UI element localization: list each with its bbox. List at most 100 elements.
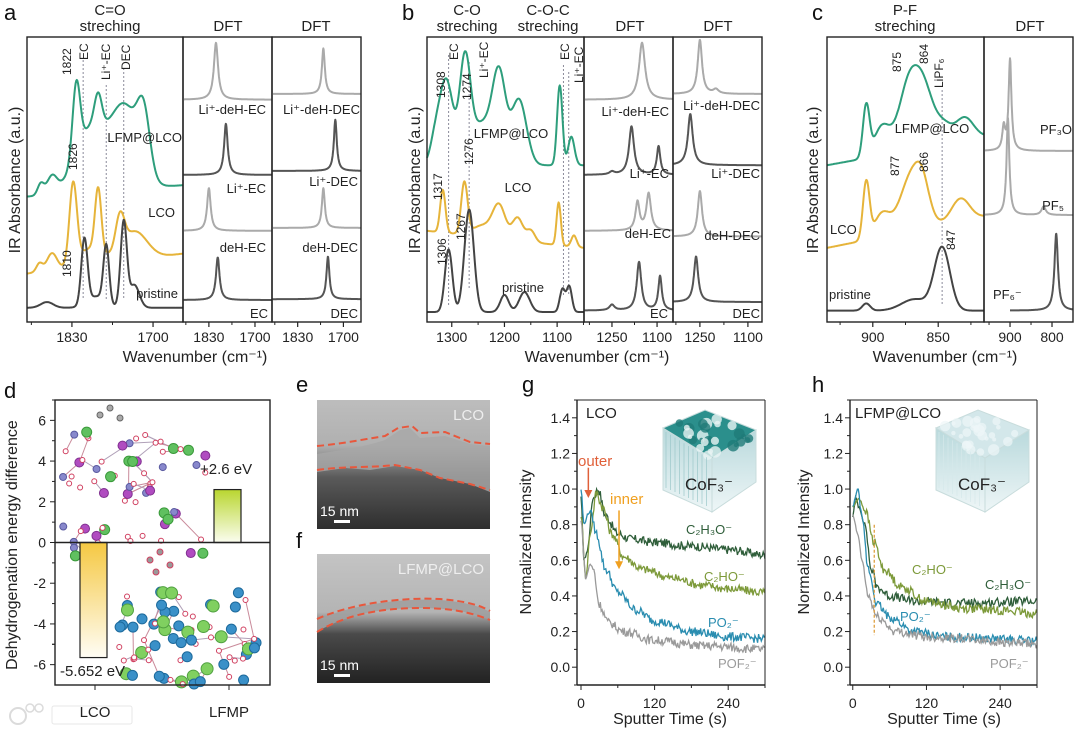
marker-label: LiPF₆	[932, 58, 946, 88]
x-tick-label: 900	[998, 329, 1022, 345]
x-tick-label: 1100	[542, 329, 572, 345]
series-label: DEC	[733, 306, 760, 321]
y-tick-label: 1.4	[551, 410, 571, 426]
y-tick-label: 4	[38, 453, 46, 469]
arrow-head-icon	[615, 561, 624, 570]
x-tick-label: 1250	[684, 329, 715, 345]
x-tick-label: 1830	[56, 329, 87, 345]
marker-label: Li⁺-EC	[572, 46, 586, 83]
depth-profile-line	[580, 489, 766, 597]
y-tick-label: -4	[34, 616, 47, 632]
xlabel-h: Sputter Time (s)	[887, 711, 1001, 728]
bar-lco	[79, 541, 108, 659]
depth-profile-line	[852, 497, 1038, 620]
scale-bar	[334, 520, 350, 523]
inset-label: CoF₃⁻	[958, 475, 1006, 494]
molecular-structure-lco-surface	[59, 404, 211, 562]
spectrum-line	[426, 50, 585, 167]
tem-image-lco: LCO 15 nm	[316, 400, 491, 529]
title-b-line4: streching	[518, 18, 579, 35]
y-tick-label: 0.8	[551, 517, 571, 533]
series-label: PF₃O	[1040, 122, 1072, 137]
y-tick-label: 2	[38, 494, 46, 510]
y-tick-label: 1.2	[551, 445, 571, 461]
marker-label: Li⁺-EC	[477, 41, 491, 78]
series-label: LFMP@LCO	[474, 126, 549, 141]
panel-label-e: e	[296, 372, 308, 397]
spectrum-line	[26, 78, 184, 198]
series-label: Li⁺-EC	[227, 181, 266, 196]
spectrum-line	[826, 245, 985, 312]
spectrum-line	[426, 180, 585, 249]
x-tick-label: 1200	[489, 329, 520, 345]
series-label: PF₅	[1042, 198, 1064, 213]
peak-label: 847	[944, 230, 958, 250]
ylabel-h: Normalized Intensity	[796, 470, 813, 615]
panel-label-f: f	[296, 528, 303, 553]
title-b-line2: streching	[437, 18, 498, 35]
ylabel-a: IR Absorbance (a.u.)	[7, 107, 24, 254]
depth-profile-line	[580, 486, 766, 561]
peak-label: 1274	[460, 73, 474, 100]
xlabel-a: Wavenumber (cm⁻¹)	[123, 349, 268, 366]
spectrum-line	[826, 160, 985, 249]
x-tick-label: 800	[1040, 329, 1064, 345]
spectrum-line	[983, 117, 1074, 216]
series-label: C₂HO⁻	[912, 562, 953, 577]
x-tick-label: 0	[577, 695, 585, 711]
peak-label: 1810	[60, 250, 74, 277]
x-tick-label: 850	[927, 329, 951, 345]
depth-profile-line	[852, 494, 1038, 609]
plot-title-g: LCO	[586, 405, 617, 422]
x-tick-label: 1830	[282, 329, 313, 345]
x-tick-label: 1100	[642, 329, 672, 345]
image-label: LCO	[453, 407, 484, 424]
peak-label: 1308	[434, 71, 448, 98]
series-label: PO₂⁻	[708, 615, 739, 630]
spectrum-line	[1009, 232, 1074, 312]
series-label: EC	[250, 306, 268, 321]
series-label: deH-DEC	[704, 228, 760, 243]
series-label: C₂HO⁻	[704, 569, 745, 584]
spectrum-line	[271, 187, 362, 229]
xtick-label-lfmp: LFMP	[209, 704, 249, 721]
series-label: LCO	[505, 180, 532, 195]
series-label: Li⁺-DEC	[309, 174, 358, 189]
y-tick-label: 0	[38, 535, 46, 551]
y-tick-label: 0.0	[551, 659, 571, 675]
x-tick-label: 1830	[193, 329, 224, 345]
series-label: C₂H₃O⁻	[686, 522, 732, 537]
peak-label: 1826	[66, 143, 80, 170]
spectrum-line	[672, 190, 763, 238]
y-tick-label: 0.2	[824, 624, 844, 640]
bar-value-label-lfmp: +2.6 eV	[200, 461, 252, 478]
marker-label: DEC	[119, 44, 133, 70]
x-tick-label: 1100	[733, 329, 763, 345]
spectrum-line	[271, 118, 362, 172]
y-tick-label: 0.0	[824, 659, 844, 675]
peak-label: 1306	[435, 238, 449, 265]
y-tick-label: 6	[38, 412, 46, 428]
xlabel-g: Sputter Time (s)	[613, 711, 727, 728]
x-tick-label: 120	[915, 695, 939, 711]
y-tick-label: 1.2	[824, 445, 844, 461]
x-tick-label: 1300	[436, 329, 467, 345]
series-label: Li⁺-deH-EC	[601, 104, 669, 119]
image-label: LFMP@LCO	[398, 561, 484, 578]
xlabel-b: Wavenumber (cm⁻¹)	[525, 349, 670, 366]
x-tick-label: 1700	[137, 329, 168, 345]
panel-label-d: d	[4, 378, 16, 403]
title-b-line1: C-O	[453, 2, 481, 19]
y-tick-label: 1.4	[824, 410, 844, 426]
watermark-logo	[9, 703, 133, 725]
spectrum-line	[182, 256, 273, 301]
x-tick-label: 0	[849, 695, 857, 711]
panel-label-c: c	[812, 0, 823, 25]
series-label: LCO	[830, 222, 857, 237]
title-b-dft2: DFT	[703, 18, 732, 35]
y-tick-label: 0.4	[824, 588, 844, 604]
peak-label: 877	[888, 156, 902, 176]
panel-label-h: h	[812, 372, 824, 397]
series-label: LCO	[148, 205, 175, 220]
x-tick-label: 240	[717, 695, 741, 711]
